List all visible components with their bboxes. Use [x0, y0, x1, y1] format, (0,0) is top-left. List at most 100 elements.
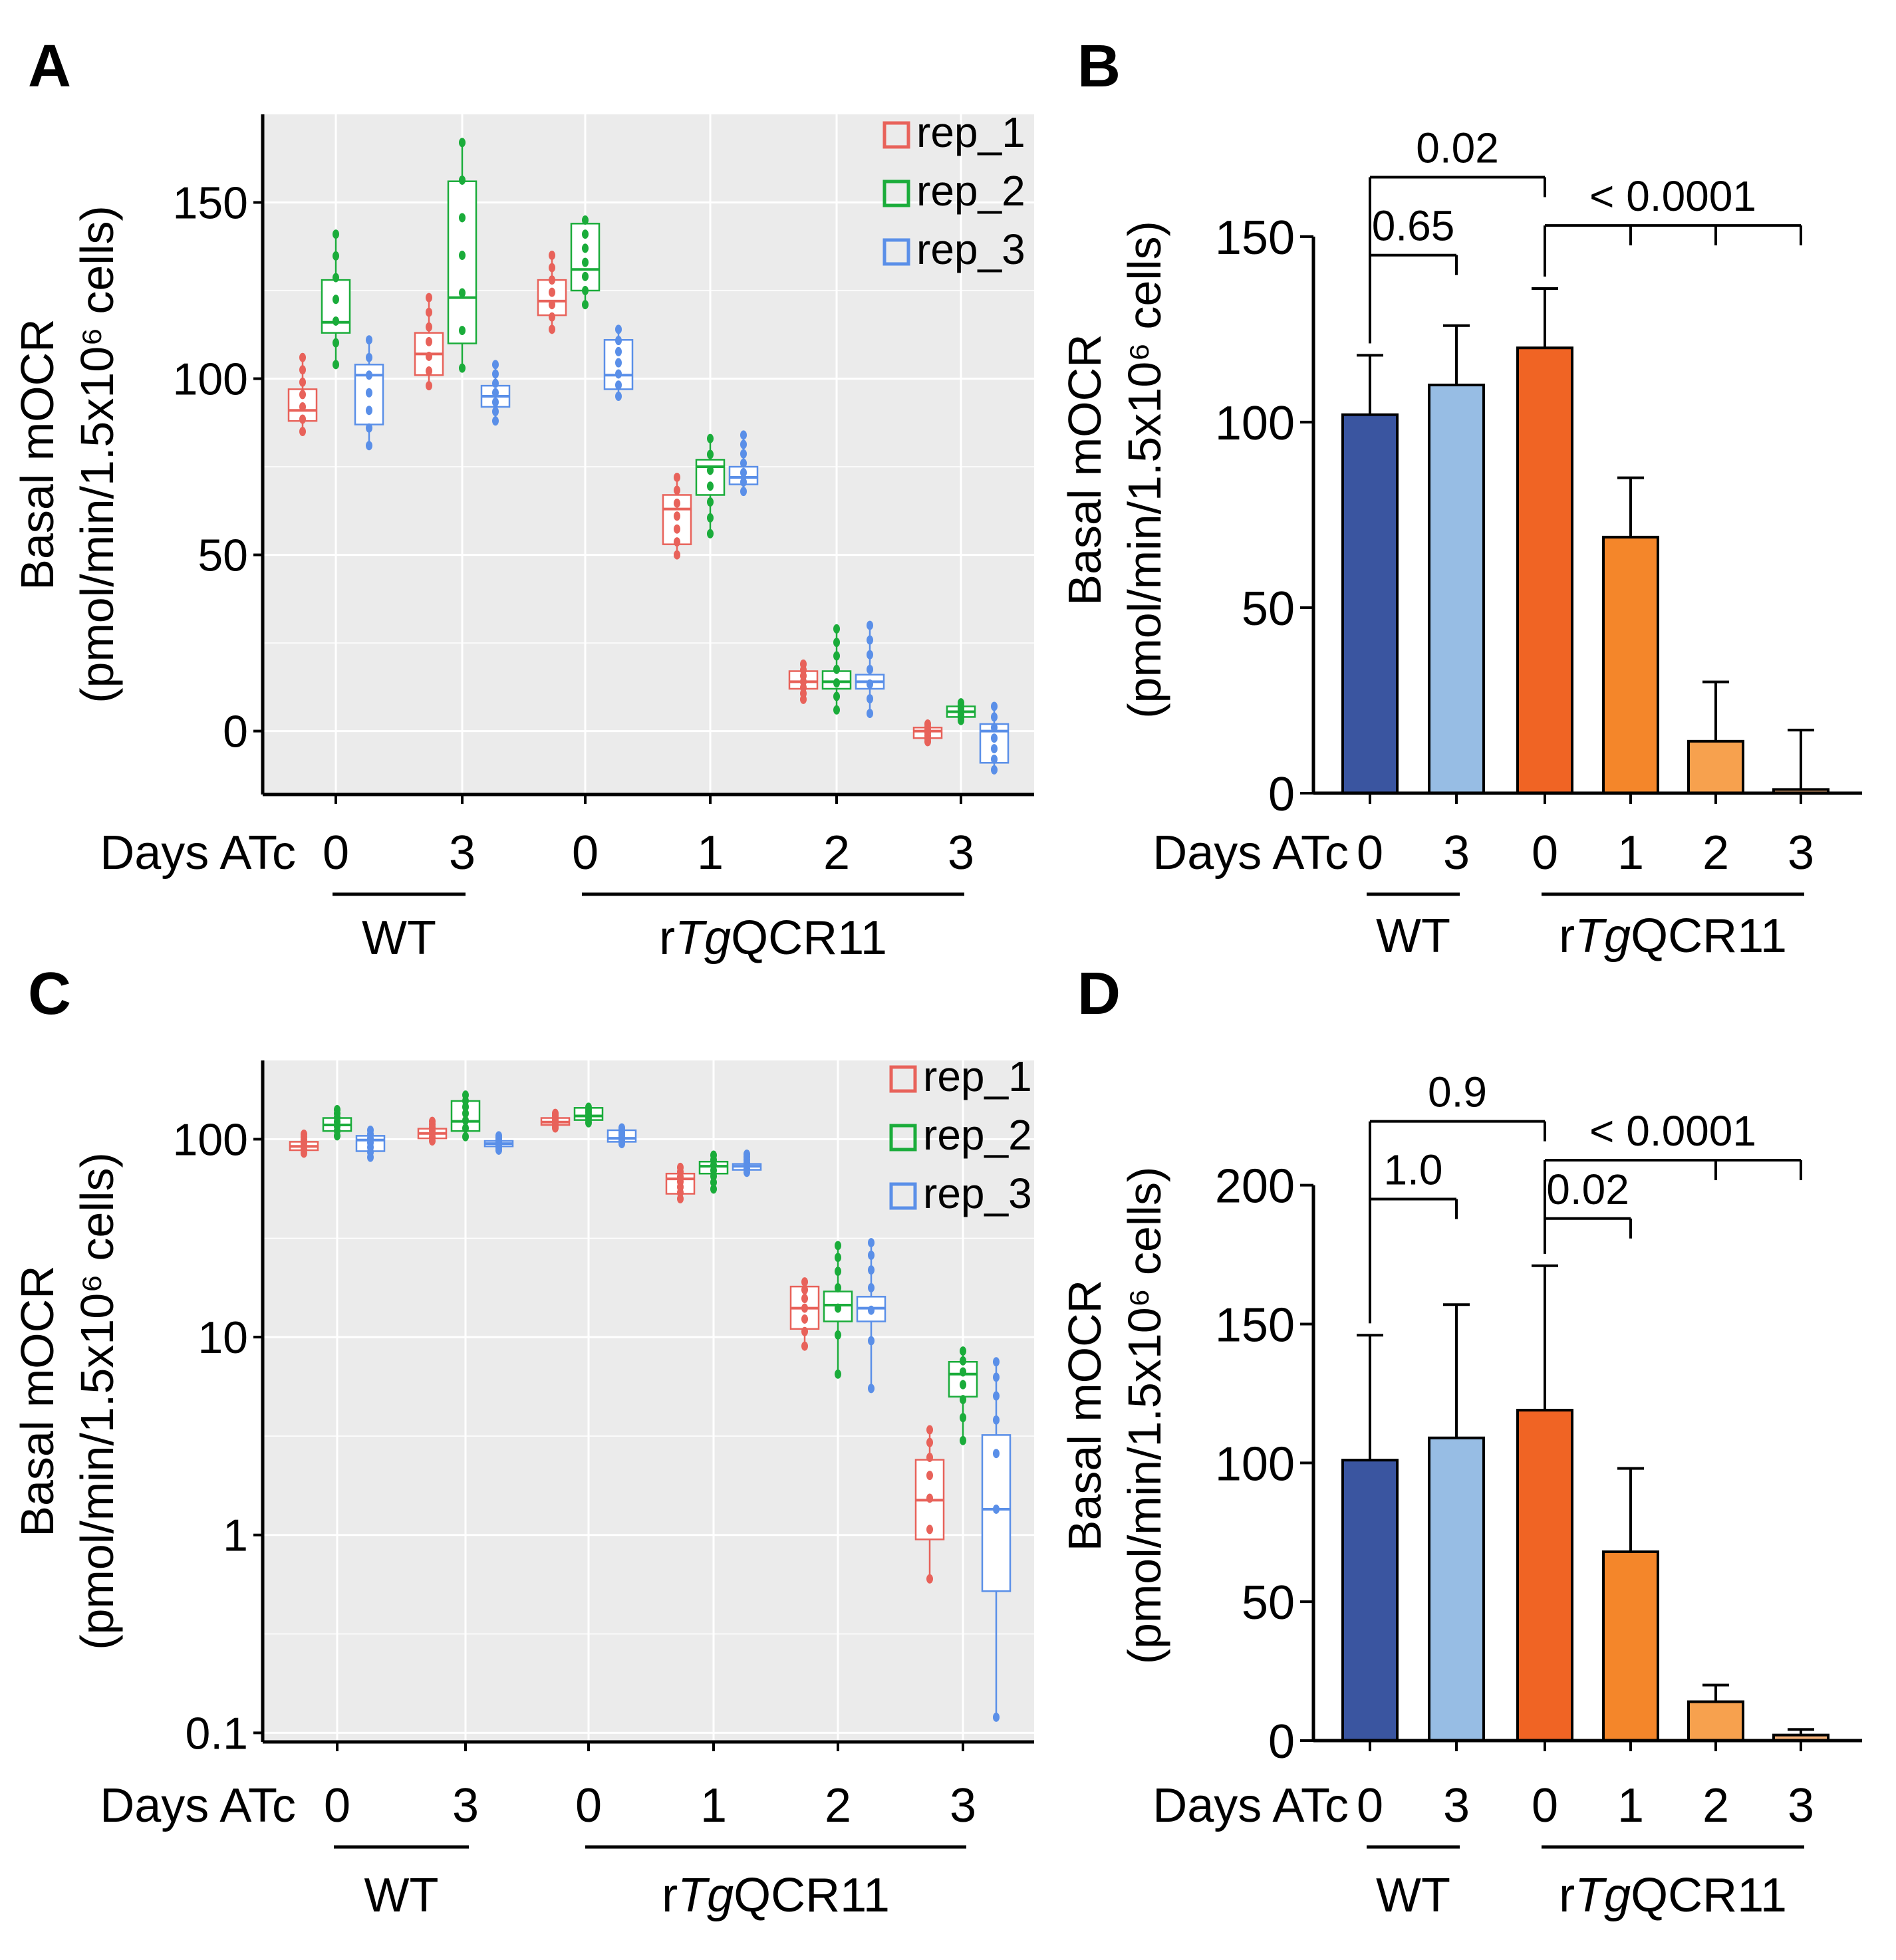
box-rep_1: [788, 659, 819, 704]
data-point: [585, 1102, 592, 1112]
data-point: [833, 705, 840, 715]
legend-swatch: [882, 238, 910, 266]
data-point: [991, 712, 998, 722]
legend-swatch: [882, 180, 910, 207]
bar-group: [1428, 1303, 1485, 1742]
bar: [1516, 1408, 1573, 1743]
y-tick-label: 50: [1242, 582, 1295, 636]
data-point: [301, 1129, 307, 1139]
data-point: [492, 397, 499, 407]
data-point: [615, 369, 622, 379]
bar: [1341, 1459, 1399, 1743]
box-body: [948, 1361, 978, 1398]
data-point: [492, 388, 499, 398]
box-rep_2: [821, 624, 852, 715]
data-point: [991, 733, 998, 743]
data-point: [333, 316, 339, 326]
x-axis-label: Days ATc: [1152, 1779, 1349, 1832]
data-point: [868, 1305, 875, 1315]
x-tick-label: 0: [323, 826, 349, 880]
data-point: [366, 352, 372, 362]
data-point: [707, 449, 714, 459]
data-point: [674, 511, 680, 521]
data-point: [867, 620, 873, 630]
box-rep_1: [914, 1425, 945, 1584]
data-point: [582, 243, 589, 253]
data-point: [462, 1116, 469, 1126]
data-point: [801, 1285, 808, 1294]
data-point: [833, 651, 840, 661]
data-point: [991, 765, 998, 775]
legend-item-rep_3: rep_3: [882, 225, 1025, 273]
data-point: [833, 678, 840, 688]
box-rep_1: [417, 1116, 448, 1146]
data-point: [615, 380, 622, 390]
p-value-label: 0.65: [1372, 202, 1455, 250]
data-point: [744, 1149, 750, 1159]
data-point: [582, 229, 589, 239]
data-point: [707, 481, 714, 491]
significance-bracket: 0.65: [1369, 202, 1458, 344]
legend-label: rep_1: [923, 1052, 1032, 1100]
plot-background: [263, 114, 1034, 795]
x-tick-label: 1: [1617, 1779, 1644, 1832]
data-point: [549, 312, 555, 322]
x-tick-label: 0: [1532, 826, 1558, 880]
data-point: [333, 295, 339, 305]
x-tick-label: 0: [575, 1779, 602, 1832]
box-rep_2: [946, 698, 976, 725]
data-point: [833, 638, 840, 648]
group-label-wt: WT: [362, 912, 436, 965]
group-label-wt: WT: [364, 1869, 439, 1922]
box-rep_3: [856, 1238, 886, 1394]
data-point: [867, 635, 873, 645]
data-point: [800, 659, 807, 669]
data-point: [958, 698, 964, 708]
significance-bracket: 1.0: [1369, 1146, 1458, 1324]
significance-bracket: 0.9: [1369, 1068, 1546, 1324]
bar: [1602, 1550, 1659, 1743]
data-point: [582, 300, 589, 310]
y-axis-label-line2: (pmol/min/1.5x10⁶ cells): [1119, 1167, 1170, 1665]
data-point: [549, 275, 555, 285]
data-point: [299, 390, 306, 400]
data-point: [710, 1184, 717, 1194]
legend-item-rep_2: rep_2: [889, 1111, 1032, 1159]
y-axis-label-line1: Basal mOCR: [1059, 334, 1111, 605]
y-axis-label-line2: (pmol/min/1.5x10⁶ cells): [71, 205, 123, 703]
x-tick-label: 2: [825, 1779, 851, 1832]
data-point: [299, 427, 306, 437]
data-point: [960, 1435, 966, 1445]
data-point: [674, 472, 680, 482]
box-rep_1: [287, 352, 318, 437]
box-body: [537, 279, 567, 316]
box-rep_2: [322, 1105, 352, 1141]
bar-group: [1602, 1467, 1659, 1743]
bar-group: [1341, 354, 1399, 795]
data-point: [868, 1336, 875, 1346]
group-label-rtgqcr11: rTgQCR11: [659, 912, 887, 965]
data-point: [674, 498, 680, 508]
data-point: [801, 1326, 808, 1336]
x-tick-label: 1: [700, 1779, 727, 1832]
data-point: [426, 336, 432, 346]
panel-letter: B: [1077, 33, 1121, 100]
legend-label: rep_1: [916, 108, 1025, 156]
p-value-label: 0.02: [1546, 1165, 1629, 1213]
data-point: [835, 1330, 841, 1340]
data-point: [960, 1356, 966, 1366]
data-point: [674, 537, 680, 547]
data-point: [492, 378, 499, 388]
data-point: [960, 1367, 966, 1377]
significance-bracket: < 0.0001: [1544, 172, 1802, 277]
y-tick-label: 100: [1215, 1437, 1295, 1491]
data-point: [582, 215, 589, 225]
box-rep_3: [603, 324, 634, 402]
data-point: [333, 251, 339, 261]
y-tick-label: 150: [173, 178, 248, 229]
data-point: [707, 529, 714, 539]
data-point: [459, 288, 466, 298]
p-value-label: < 0.0001: [1589, 1107, 1756, 1155]
